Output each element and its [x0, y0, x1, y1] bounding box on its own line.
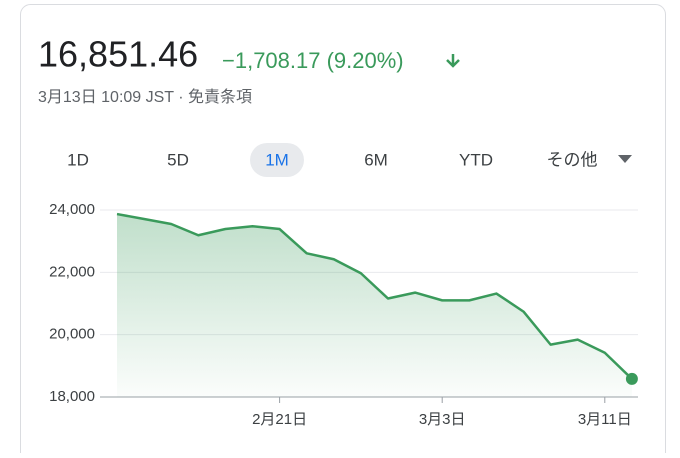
- tab[interactable]: YTD: [459, 150, 493, 169]
- price: 16,851.46: [38, 34, 198, 75]
- tab-selected-bg[interactable]: [250, 143, 304, 177]
- tab[interactable]: その他: [547, 150, 598, 169]
- y-tick-label: 18,000: [49, 388, 95, 405]
- x-tick-label: 2月21日: [252, 411, 307, 428]
- line: [116, 212, 633, 380]
- y-tick-label: 20,000: [49, 326, 95, 343]
- tab[interactable]: 1M: [265, 150, 289, 169]
- x-tick-label: 3月11日: [578, 411, 632, 428]
- down-arrow: [446, 54, 460, 68]
- end-dot: [625, 372, 638, 385]
- x-tick-label: 3月3日: [419, 411, 466, 428]
- tab[interactable]: 5D: [167, 150, 189, 169]
- dropdown-icon[interactable]: [618, 155, 632, 163]
- area: [117, 214, 632, 397]
- timestamp: 3月13日 10:09 JST · 免責条項: [38, 88, 252, 106]
- tab[interactable]: 6M: [364, 150, 388, 169]
- y-tick-label: 22,000: [49, 263, 95, 280]
- tab[interactable]: 1D: [67, 150, 89, 169]
- change: −1,708.17 (9.20%): [222, 48, 404, 73]
- y-tick-label: 24,000: [49, 201, 95, 218]
